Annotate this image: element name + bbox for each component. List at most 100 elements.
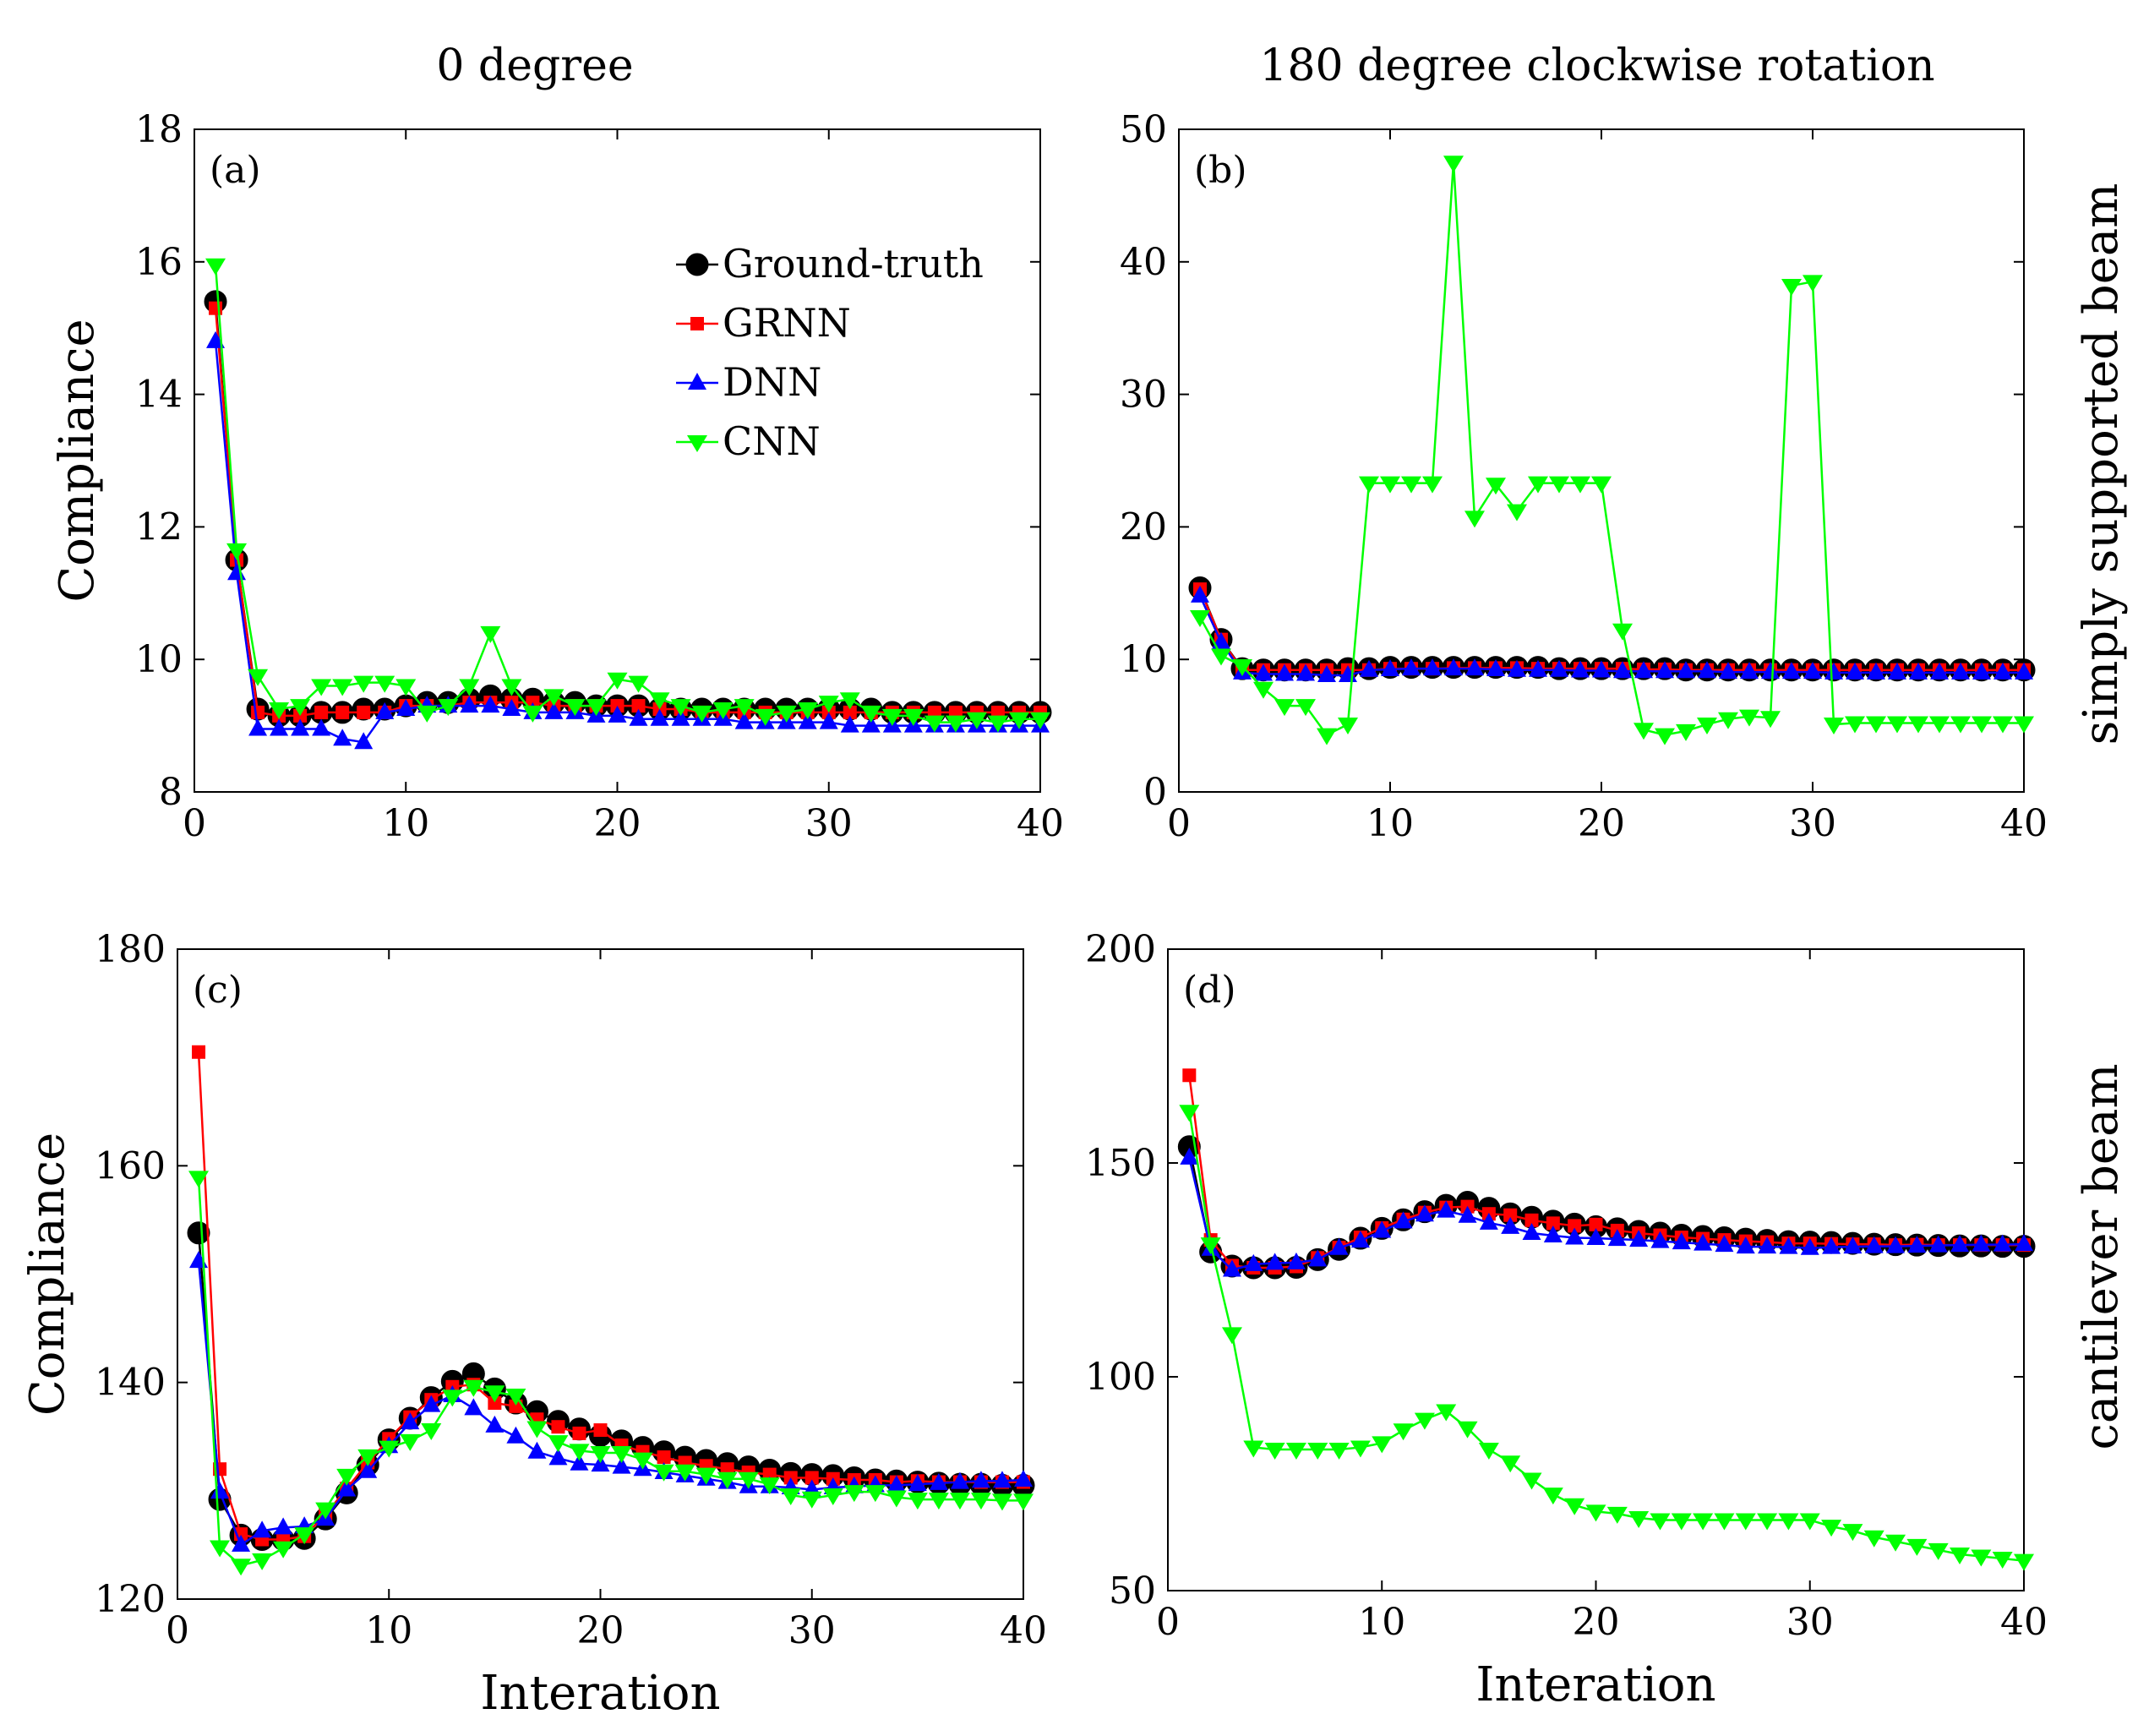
legend-label: GRNN: [723, 300, 851, 346]
data-point-cnn: [903, 708, 924, 726]
data-point-cnn: [400, 1433, 421, 1451]
y-tick-label: 8: [159, 771, 183, 814]
series-ground-truth: [1177, 1135, 2036, 1280]
data-point-dnn: [1415, 1204, 1434, 1222]
data-point-cnn: [1633, 723, 1654, 740]
series-line-cnn: [1198, 162, 2024, 737]
data-point-dnn: [1993, 662, 2012, 680]
data-point-cnn: [907, 1493, 928, 1510]
data-point-dnn: [1529, 659, 1547, 677]
data-point-dnn: [1824, 662, 1843, 680]
data-point-dnn: [1508, 659, 1526, 677]
data-point-cnn: [712, 702, 734, 719]
data-point-cnn: [801, 1491, 822, 1509]
data-point-cnn: [1697, 718, 1717, 735]
data-point-dnn: [1779, 1236, 1798, 1254]
y-tick-label: 20: [1120, 505, 1167, 549]
data-point-cnn: [231, 1559, 252, 1576]
data-point-dnn: [1317, 665, 1336, 683]
data-point-cnn: [628, 675, 649, 693]
data-point-dnn: [971, 1471, 990, 1488]
data-point-cnn: [1757, 1513, 1778, 1531]
data-point-cnn: [1380, 476, 1400, 494]
y-tick-label: 160: [95, 1144, 166, 1187]
column-title-left: 0 degree: [436, 41, 633, 91]
data-point-cnn: [501, 679, 522, 696]
data-point-dnn: [1586, 1228, 1606, 1246]
data-point-dnn: [608, 705, 627, 723]
data-point-grnn: [551, 1420, 565, 1434]
data-point-cnn: [1718, 712, 1738, 729]
data-point-grnn: [1524, 1213, 1539, 1227]
series-cnn: [188, 1171, 1034, 1576]
data-point-grnn: [1589, 1217, 1603, 1231]
data-point-cnn: [797, 702, 818, 719]
series-grnn: [209, 301, 1047, 723]
data-point-dnn: [1951, 662, 1970, 680]
data-point-dnn: [840, 715, 859, 733]
data-point-grnn: [657, 1450, 671, 1465]
data-point-cnn: [1655, 728, 1675, 745]
data-point-dnn: [1758, 1236, 1777, 1254]
data-point-cnn: [1274, 699, 1295, 717]
series-ground-truth: [204, 290, 1052, 728]
series-line-dnn: [214, 341, 1040, 744]
panel-label: (b): [1194, 149, 1247, 192]
data-point-cnn: [336, 1468, 357, 1486]
data-point-dnn: [1522, 1222, 1541, 1240]
data-point-dnn: [1265, 1253, 1284, 1270]
data-point-cnn: [1264, 1443, 1285, 1460]
x-tick-label: 0: [1156, 1601, 1180, 1644]
data-point-cnn: [1650, 1513, 1671, 1531]
data-point-cnn: [1950, 716, 1971, 734]
data-point-dnn: [189, 1251, 209, 1269]
data-point-dnn: [1479, 1212, 1498, 1230]
data-point-cnn: [1008, 712, 1029, 729]
data-point-dnn: [1423, 658, 1442, 676]
data-point-dnn: [1607, 1229, 1627, 1247]
data-point-dnn: [861, 715, 881, 733]
data-point-dnn: [798, 712, 817, 729]
data-point-dnn: [1308, 1249, 1328, 1267]
series-line-dnn: [197, 1261, 1024, 1547]
data-point-dnn: [570, 1453, 589, 1471]
legend: Ground-truth GRNN DNN CNN: [676, 241, 984, 464]
data-point-dnn: [1736, 1236, 1755, 1254]
data-point-dnn: [354, 732, 374, 750]
data-point-cnn: [1845, 716, 1865, 734]
data-point-dnn: [1458, 1205, 1477, 1223]
data-point-dnn: [401, 1412, 420, 1430]
data-point-dnn: [1803, 662, 1822, 680]
data-point-dnn: [734, 712, 754, 729]
data-point-cnn: [653, 1464, 674, 1482]
data-point-dnn: [1465, 658, 1484, 676]
y-tick-label: 10: [135, 638, 183, 681]
data-point-cnn: [586, 699, 607, 717]
data-point-cnn: [987, 715, 1008, 733]
data-point-dnn: [1437, 1200, 1456, 1218]
data-point-cnn: [1887, 716, 1907, 734]
data-point-dnn: [1329, 1237, 1349, 1255]
data-point-dnn: [1822, 1236, 1841, 1254]
data-point-dnn: [291, 718, 310, 736]
row-title-top: simply supported beam: [2074, 183, 2129, 745]
data-point-cnn: [632, 1452, 653, 1470]
data-point-cnn: [1401, 476, 1421, 494]
series-ground-truth: [187, 1221, 1035, 1552]
data-point-cnn: [1778, 1513, 1799, 1531]
data-point-grnn: [1182, 1068, 1197, 1083]
data-point-dnn: [396, 699, 416, 716]
data-point-dnn: [1888, 662, 1906, 680]
data-point-cnn: [294, 1527, 315, 1545]
data-point-cnn: [780, 1488, 801, 1505]
data-point-cnn: [1735, 1513, 1756, 1531]
series-line-grnn: [214, 308, 1040, 718]
data-point-dnn: [1360, 659, 1378, 677]
series-dnn: [1191, 585, 2033, 683]
data-point-cnn: [210, 1540, 231, 1558]
data-point-grnn: [1503, 1208, 1518, 1222]
data-point-cnn: [1906, 1538, 1928, 1556]
data-point-dnn: [1972, 1234, 1991, 1252]
data-point-cnn: [1671, 1513, 1692, 1531]
legend-entry-cnn: CNN: [676, 418, 821, 464]
